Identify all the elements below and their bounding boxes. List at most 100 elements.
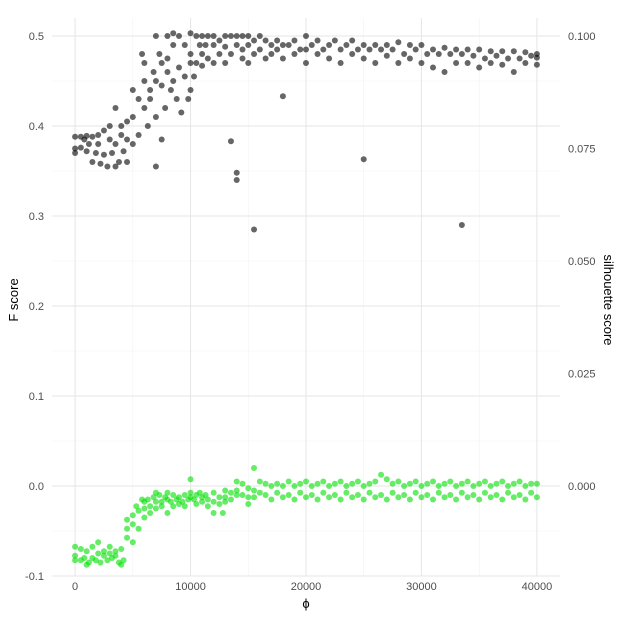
silhouette-point bbox=[239, 492, 246, 498]
f-score-point bbox=[505, 55, 512, 62]
f-score-point bbox=[152, 114, 159, 120]
f-score-point bbox=[150, 69, 157, 75]
silhouette-point bbox=[447, 492, 454, 498]
f-score-point bbox=[216, 51, 223, 57]
silhouette-point bbox=[412, 478, 419, 485]
silhouette-point bbox=[291, 496, 298, 503]
silhouette-point bbox=[418, 483, 425, 489]
silhouette-point bbox=[104, 557, 111, 564]
f-score-point bbox=[147, 96, 154, 102]
f-score-point bbox=[251, 226, 258, 233]
f-score-point bbox=[262, 55, 269, 62]
silhouette-point bbox=[158, 498, 165, 505]
silhouette-point bbox=[268, 483, 275, 489]
f-score-point bbox=[164, 33, 171, 39]
f-score-point bbox=[141, 60, 148, 66]
f-score-point bbox=[395, 60, 402, 66]
silhouette-point bbox=[112, 548, 119, 555]
silhouette-point bbox=[505, 489, 512, 496]
y-left-tick-label: 0.2 bbox=[29, 301, 44, 313]
f-score-point bbox=[210, 60, 217, 66]
f-score-point bbox=[395, 39, 402, 46]
silhouette-point bbox=[256, 478, 263, 485]
f-score-point bbox=[85, 141, 92, 147]
f-score-point bbox=[109, 150, 116, 156]
f-score-point bbox=[320, 46, 327, 53]
silhouette-point bbox=[181, 492, 188, 498]
f-score-point bbox=[106, 136, 113, 143]
silhouette-point bbox=[222, 498, 229, 505]
f-score-point bbox=[187, 30, 194, 37]
silhouette-point bbox=[156, 492, 163, 498]
f-score-point bbox=[308, 42, 315, 48]
silhouette-point bbox=[100, 552, 107, 559]
silhouette-point bbox=[196, 489, 203, 496]
silhouette-point bbox=[522, 483, 529, 489]
f-score-point bbox=[401, 51, 408, 57]
silhouette-point bbox=[216, 501, 223, 507]
silhouette-point bbox=[118, 561, 125, 568]
silhouette-point bbox=[141, 505, 148, 512]
f-score-point bbox=[147, 87, 154, 93]
f-score-point bbox=[199, 51, 206, 57]
silhouette-point bbox=[83, 548, 90, 555]
f-score-point bbox=[516, 55, 523, 62]
silhouette-point bbox=[326, 483, 333, 489]
f-score-point bbox=[164, 69, 171, 75]
silhouette-point bbox=[72, 543, 79, 550]
f-score-point bbox=[144, 123, 151, 129]
f-score-point bbox=[222, 43, 229, 50]
f-score-point bbox=[112, 163, 119, 170]
f-score-point bbox=[476, 64, 483, 71]
f-score-point bbox=[487, 60, 494, 66]
silhouette-point bbox=[129, 512, 136, 519]
silhouette-point bbox=[72, 557, 79, 564]
f-score-point bbox=[199, 33, 206, 39]
y-left-axis-ticks: -0.1 0.0 0.1 0.2 0.3 0.4 0.5 bbox=[25, 31, 44, 583]
y-right-tick-label: 0.075 bbox=[568, 144, 596, 156]
silhouette-point bbox=[516, 478, 523, 485]
f-score-point bbox=[476, 46, 483, 53]
f-score-point bbox=[158, 136, 165, 143]
f-score-point bbox=[285, 42, 292, 48]
silhouette-point bbox=[193, 501, 200, 507]
silhouette-point bbox=[89, 543, 96, 550]
silhouette-point bbox=[167, 498, 174, 505]
silhouette-point bbox=[222, 487, 229, 494]
f-score-point bbox=[239, 33, 246, 39]
y-right-tick-label: 0.050 bbox=[568, 256, 596, 268]
f-score-point bbox=[354, 46, 361, 53]
silhouette-point bbox=[147, 503, 154, 510]
silhouette-point bbox=[395, 478, 402, 485]
f-score-point bbox=[406, 42, 413, 48]
f-score-point bbox=[185, 96, 192, 102]
f-score-point bbox=[170, 42, 177, 48]
f-score-point bbox=[481, 55, 488, 62]
silhouette-point bbox=[389, 489, 396, 496]
silhouette-point bbox=[124, 516, 131, 523]
silhouette-point bbox=[262, 492, 269, 498]
silhouette-point bbox=[430, 496, 436, 503]
silhouette-point bbox=[85, 559, 92, 566]
silhouette-point bbox=[239, 480, 246, 487]
y-left-tick-label: 0.0 bbox=[29, 481, 44, 493]
f-score-point bbox=[135, 132, 142, 138]
f-score-point bbox=[158, 60, 165, 66]
f-score-point bbox=[141, 78, 148, 84]
f-score-point bbox=[118, 123, 125, 129]
silhouette-point bbox=[100, 548, 107, 555]
silhouette-point bbox=[106, 550, 113, 557]
f-score-point bbox=[441, 44, 448, 51]
silhouette-point bbox=[164, 489, 171, 496]
f-score-point bbox=[199, 62, 206, 69]
f-score-point bbox=[274, 46, 281, 53]
f-score-point bbox=[89, 159, 96, 165]
silhouette-point bbox=[378, 471, 385, 478]
silhouette-point bbox=[453, 496, 460, 503]
silhouette-point bbox=[464, 478, 471, 485]
silhouette-point bbox=[366, 489, 373, 496]
f-score-point bbox=[499, 61, 506, 68]
silhouette-point bbox=[343, 483, 350, 489]
f-score-point bbox=[120, 148, 127, 155]
f-score-point bbox=[418, 42, 425, 48]
